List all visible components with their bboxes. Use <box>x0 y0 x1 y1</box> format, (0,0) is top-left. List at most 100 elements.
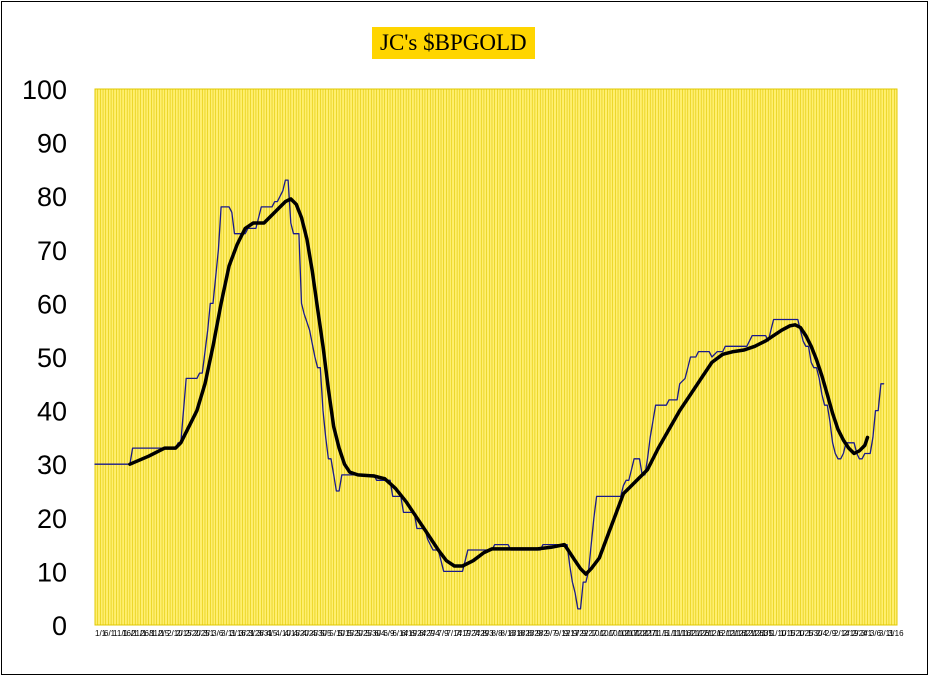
x-tick-label: 5/20 <box>347 629 363 638</box>
x-axis: 1/16/111/116/121/126/131/12/52/102/152/2… <box>95 629 904 638</box>
x-tick-label: 6/4 <box>374 629 386 638</box>
plot-area <box>95 89 897 625</box>
x-tick-label: 12/6 <box>708 629 724 638</box>
y-tick-label: 70 <box>37 236 67 266</box>
x-tick-label: 3/31 <box>257 629 273 638</box>
x-tick-label: 4/20 <box>293 629 309 638</box>
x-tick-label: 3/1 <box>203 629 215 638</box>
x-tick-label: 6/14 <box>392 629 408 638</box>
x-tick-label: 21/1 <box>131 629 147 638</box>
x-tick-label: 9/17 <box>564 629 580 638</box>
x-tick-label: 1/15 <box>780 629 796 638</box>
x-tick-label: 7/19 <box>455 629 471 638</box>
x-tick-label: 7/4 <box>428 629 440 638</box>
x-tick-label: 9/2 <box>537 629 549 638</box>
x-tick-label: 1/30 <box>807 629 823 638</box>
x-tick-label: 6/9 <box>383 629 395 638</box>
x-tick-label: 10/7 <box>600 629 616 638</box>
x-tick-label: 4/5 <box>266 629 278 638</box>
x-tick-label: 11/1 <box>113 629 129 638</box>
x-tick-label: 8/8 <box>491 629 503 638</box>
x-tick-label: 7/29 <box>473 629 489 638</box>
x-tick-label: 11/21 <box>681 629 701 638</box>
x-tick-label: 10/2 <box>591 629 607 638</box>
series-line-raw <box>94 179 885 610</box>
x-tick-label: 5/5 <box>320 629 332 638</box>
x-tick-label: 11/1 <box>645 629 661 638</box>
x-tick-label: 16/1 <box>122 629 138 638</box>
x-tick-label: 8/18 <box>510 629 526 638</box>
x-tick-label: 1/1 <box>95 629 107 638</box>
x-tick-label: 10/22 <box>627 629 648 638</box>
x-tick-label: 3/6 <box>212 629 224 638</box>
series-line-smoothed <box>128 197 870 576</box>
x-tick-label: 3/21 <box>239 629 255 638</box>
series-group <box>94 179 885 610</box>
x-tick-label: 3/11 <box>221 629 237 638</box>
x-tick-label: 2/25 <box>194 629 210 638</box>
y-tick-label: 100 <box>22 75 67 105</box>
y-tick-label: 50 <box>37 343 67 373</box>
x-tick-label: 31/1 <box>149 629 165 638</box>
y-tick-label: 20 <box>37 504 67 534</box>
x-tick-label: 6/24 <box>410 629 426 638</box>
x-tick-label: 6/19 <box>401 629 417 638</box>
x-tick-label: 9/12 <box>555 629 571 638</box>
x-tick-label: 5/30 <box>365 629 381 638</box>
x-tick-label: 1/10 <box>771 629 787 638</box>
y-tick-label: 10 <box>37 557 67 587</box>
x-tick-label: 9/27 <box>582 629 598 638</box>
x-tick-label: 2/5 <box>158 629 170 638</box>
plot-border <box>94 88 898 626</box>
x-tick-label: 3/1 <box>861 629 873 638</box>
x-tick-label: 6/1 <box>104 629 116 638</box>
x-tick-label: 11/26 <box>690 629 710 638</box>
x-tick-label: 12/11 <box>717 629 737 638</box>
y-tick-label: 80 <box>37 182 67 212</box>
x-tick-label: 12/16 <box>726 629 747 638</box>
x-tick-label: 6/29 <box>419 629 435 638</box>
y-tick-label: 90 <box>37 129 67 159</box>
x-tick-label: 10/27 <box>636 629 657 638</box>
x-tick-label: 12/31 <box>753 629 774 638</box>
x-tick-label: 3/11 <box>879 629 895 638</box>
x-tick-label: 9/7 <box>546 629 558 638</box>
grid-lines <box>94 88 898 626</box>
x-tick-label: 2/20 <box>185 629 201 638</box>
x-tick-label: 11/6 <box>654 629 670 638</box>
x-tick-label: 4/15 <box>284 629 300 638</box>
x-tick-label: 5/10 <box>329 629 345 638</box>
x-tick-label: 8/3 <box>482 629 494 638</box>
x-tick-label: 5/15 <box>338 629 354 638</box>
x-tick-label: 4/10 <box>275 629 291 638</box>
x-tick-label: 1/20 <box>789 629 805 638</box>
x-tick-label: 26/1 <box>140 629 156 638</box>
x-tick-label: 2/9 <box>825 629 837 638</box>
x-tick-label: 2/10 <box>167 629 183 638</box>
x-tick-label: 8/13 <box>501 629 517 638</box>
x-tick-label: 3/16 <box>888 629 904 638</box>
x-tick-label: 4/25 <box>302 629 318 638</box>
x-tick-label: 12/1 <box>699 629 715 638</box>
y-tick-label: 0 <box>52 611 67 641</box>
x-tick-label: 12/26 <box>744 629 765 638</box>
x-tick-label: 11/16 <box>672 629 692 638</box>
x-tick-label: 7/24 <box>464 629 480 638</box>
x-tick-label: 2/15 <box>176 629 192 638</box>
x-tick-label: 10/12 <box>609 629 630 638</box>
x-tick-label: 1/5 <box>762 629 774 638</box>
x-tick-label: 3/26 <box>248 629 264 638</box>
x-tick-label: 4/30 <box>311 629 327 638</box>
x-tick-label: 10/17 <box>618 629 639 638</box>
x-tick-label: 11/11 <box>663 629 682 638</box>
x-tick-label: 12/21 <box>735 629 756 638</box>
y-tick-label: 40 <box>37 397 67 427</box>
x-tick-label: 8/28 <box>528 629 544 638</box>
x-tick-label: 2/24 <box>852 629 868 638</box>
y-tick-label: 60 <box>37 289 67 319</box>
x-tick-label: 1/25 <box>798 629 814 638</box>
x-tick-label: 3/16 <box>230 629 246 638</box>
x-tick-label: 3/6 <box>870 629 882 638</box>
x-tick-label: 7/9 <box>437 629 449 638</box>
